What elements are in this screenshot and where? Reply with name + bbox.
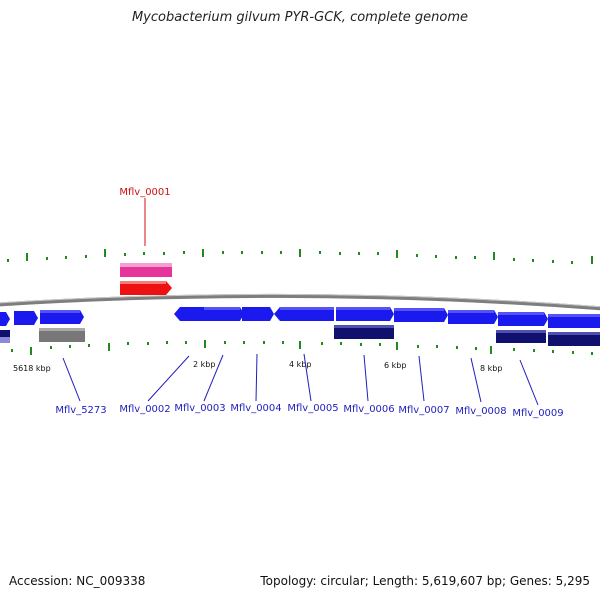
gene-label-mflv-0001[interactable]: Mflv_0001	[119, 187, 170, 198]
gene-arrow[interactable]	[394, 308, 448, 322]
tick-row-top	[7, 249, 593, 264]
dark-gene-bar[interactable]	[0, 330, 10, 337]
gene-label-mflv-5273[interactable]: Mflv_5273	[55, 405, 106, 416]
gene-shine	[394, 308, 444, 311]
feature-mflv-0001[interactable]	[120, 263, 172, 295]
gene-label-mflv-0005[interactable]: Mflv_0005	[287, 403, 338, 414]
genome-backbone	[0, 293, 600, 311]
dark-gene-shine	[548, 332, 600, 335]
gene-label-mflv-0004[interactable]: Mflv_0004	[230, 403, 281, 414]
gene-label-mflv-0002[interactable]: Mflv_0002	[119, 404, 170, 415]
dark-gene-shine	[496, 330, 546, 333]
gray-feature-bar[interactable]	[39, 328, 85, 342]
gene-arrow[interactable]	[40, 310, 84, 324]
gene-shine	[548, 314, 600, 317]
gene-arrow[interactable]	[14, 311, 38, 325]
gene-shine	[498, 312, 544, 315]
gene-leader-lines	[62, 198, 539, 406]
gene-arrow[interactable]	[174, 307, 204, 321]
gene-arrow[interactable]	[242, 307, 274, 321]
dark-gene-bar[interactable]	[496, 330, 546, 343]
gene-arrow[interactable]	[498, 312, 548, 326]
leader-line	[303, 353, 312, 402]
kbp-label: 4 kbp	[289, 360, 311, 369]
gray-feature-shine	[39, 328, 85, 331]
forward-gene-track	[0, 307, 600, 328]
dark-gene-bar[interactable]	[548, 332, 600, 346]
gene-arrow[interactable]	[448, 310, 498, 324]
kbp-label: 6 kbp	[384, 361, 406, 370]
kbp-label: 8 kbp	[480, 364, 502, 373]
leader-line	[255, 353, 258, 402]
gene-label-mflv-0006[interactable]: Mflv_0006	[343, 404, 394, 415]
gene-shine	[280, 307, 334, 310]
topology-label: Topology: circular; Length: 5,619,607 bp…	[260, 574, 590, 588]
reverse-gene-track	[0, 325, 600, 346]
dark-gene-shine	[334, 325, 394, 328]
gene-label-mflv-0003[interactable]: Mflv_0003	[174, 403, 225, 414]
dark-gene-bar[interactable]	[334, 325, 394, 339]
tick-row-bottom	[11, 340, 593, 355]
leader-line	[519, 359, 539, 406]
leader-line	[203, 354, 224, 402]
accession-label: Accession: NC_009338	[9, 574, 146, 588]
red-gene-arrow[interactable]	[120, 281, 172, 295]
genome-backbone-highlight	[0, 293, 600, 308]
gene-arrow[interactable]	[204, 307, 244, 321]
kbp-label: 2 kbp	[193, 360, 215, 369]
gene-shine	[336, 307, 390, 310]
gene-arrow[interactable]	[336, 307, 394, 321]
kbp-label: 5618 kbp	[13, 364, 51, 373]
leader-line	[418, 355, 425, 402]
gene-shine	[204, 307, 240, 310]
leader-line	[62, 357, 81, 402]
gene-label-mflv-0008[interactable]: Mflv_0008	[455, 406, 506, 417]
leader-line	[147, 355, 190, 402]
red-gene-shine	[120, 281, 166, 284]
leader-line	[470, 357, 482, 403]
light-gene-bar[interactable]	[0, 337, 10, 343]
gene-arrow[interactable]	[548, 314, 600, 328]
page-title: Mycobacterium gilvum PYR-GCK, complete g…	[131, 10, 469, 25]
gene-shine	[448, 310, 494, 313]
gene-shine	[40, 310, 80, 313]
gene-label-mflv-0009[interactable]: Mflv_0009	[512, 408, 563, 419]
pink-feature-shine	[120, 263, 172, 267]
gene-arrow[interactable]	[0, 312, 10, 326]
leader-line	[363, 354, 369, 402]
gene-label-mflv-0007[interactable]: Mflv_0007	[398, 405, 449, 416]
gene-arrow[interactable]	[274, 307, 334, 321]
